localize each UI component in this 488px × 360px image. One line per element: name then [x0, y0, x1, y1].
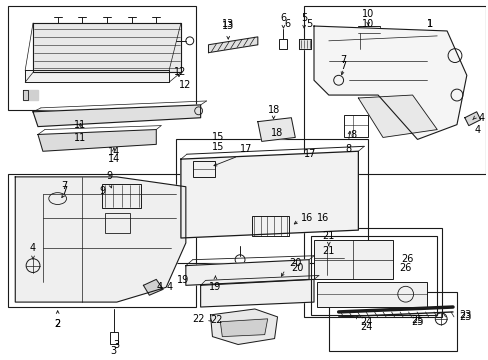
Text: 7: 7 [61, 181, 67, 191]
Bar [8, 174, 195, 307]
Text: 26: 26 [401, 254, 413, 264]
Text: 13: 13 [222, 19, 234, 29]
Bar [313, 246, 343, 275]
Text: 19: 19 [176, 275, 189, 285]
Text: 22: 22 [210, 315, 223, 325]
Bar [105, 213, 129, 233]
Bar [251, 216, 289, 236]
Text: 19: 19 [209, 282, 221, 292]
Bar [8, 6, 195, 110]
Text: 25: 25 [410, 317, 423, 327]
Text: 25: 25 [410, 315, 423, 325]
Text: 14: 14 [107, 147, 120, 157]
Text: 21: 21 [322, 231, 334, 241]
Text: 1: 1 [427, 19, 433, 29]
Text: 8: 8 [350, 130, 356, 140]
Polygon shape [299, 39, 310, 49]
Text: 18: 18 [271, 127, 283, 138]
Bar [279, 39, 287, 49]
Polygon shape [257, 118, 295, 141]
Text: 9: 9 [107, 171, 113, 181]
Text: 12: 12 [174, 67, 186, 77]
Text: 4: 4 [156, 282, 162, 292]
Text: 20: 20 [291, 262, 303, 273]
Text: 16: 16 [316, 213, 328, 223]
Text: 2: 2 [55, 319, 61, 329]
Bar [176, 139, 367, 263]
Text: 13: 13 [222, 21, 234, 31]
Text: 6: 6 [280, 13, 286, 23]
Text: 23: 23 [458, 312, 470, 322]
Text: 8: 8 [345, 144, 351, 154]
Bar [304, 228, 441, 317]
Text: 1: 1 [427, 19, 433, 29]
Text: 10: 10 [362, 19, 374, 29]
Text: 24: 24 [360, 322, 372, 332]
Text: 20: 20 [289, 258, 301, 267]
Polygon shape [313, 26, 466, 139]
Text: 12: 12 [179, 80, 191, 90]
Text: 21: 21 [322, 246, 334, 256]
Text: 17: 17 [304, 149, 316, 159]
Text: 4: 4 [478, 113, 484, 123]
Bar [343, 115, 367, 138]
Text: 9: 9 [99, 186, 105, 196]
Polygon shape [464, 112, 480, 126]
Text: 7: 7 [340, 55, 346, 66]
Text: 5: 5 [301, 13, 306, 23]
Text: 7: 7 [340, 60, 346, 71]
Bar [192, 161, 215, 177]
Text: 24: 24 [360, 317, 372, 327]
Text: 4: 4 [474, 125, 480, 135]
Text: 2: 2 [55, 319, 61, 329]
Bar [110, 332, 118, 345]
Polygon shape [220, 319, 267, 337]
Text: 4: 4 [166, 282, 172, 292]
Polygon shape [210, 309, 277, 345]
Polygon shape [38, 130, 156, 151]
Bar [316, 282, 427, 307]
Polygon shape [181, 151, 358, 238]
Polygon shape [23, 90, 38, 100]
Text: 11: 11 [74, 120, 86, 130]
Text: 6: 6 [284, 19, 290, 29]
Bar [358, 26, 379, 49]
Polygon shape [33, 23, 181, 72]
Text: 15: 15 [212, 142, 224, 152]
Text: 23: 23 [458, 310, 470, 320]
Text: 11: 11 [74, 132, 86, 143]
Text: 7: 7 [61, 186, 67, 196]
Polygon shape [25, 71, 169, 82]
Bar [328, 292, 456, 351]
Text: 15: 15 [212, 132, 224, 142]
Text: 3: 3 [114, 339, 120, 350]
Polygon shape [143, 279, 163, 295]
Text: 14: 14 [107, 154, 120, 164]
Text: 5: 5 [305, 19, 311, 29]
Polygon shape [33, 105, 200, 127]
Text: 3: 3 [111, 346, 117, 356]
Text: 10: 10 [362, 9, 374, 19]
Polygon shape [15, 177, 185, 302]
Polygon shape [358, 95, 436, 138]
Text: 22: 22 [192, 314, 204, 324]
Text: 16: 16 [301, 213, 313, 223]
Polygon shape [185, 260, 308, 285]
Bar [102, 184, 141, 208]
Polygon shape [208, 37, 257, 53]
Bar [304, 6, 485, 174]
Text: 4: 4 [30, 243, 36, 253]
Bar [310, 236, 436, 315]
Text: 26: 26 [399, 263, 411, 273]
Text: 18: 18 [267, 105, 279, 115]
Bar [313, 240, 392, 279]
Polygon shape [200, 279, 313, 307]
Text: 17: 17 [240, 144, 252, 154]
